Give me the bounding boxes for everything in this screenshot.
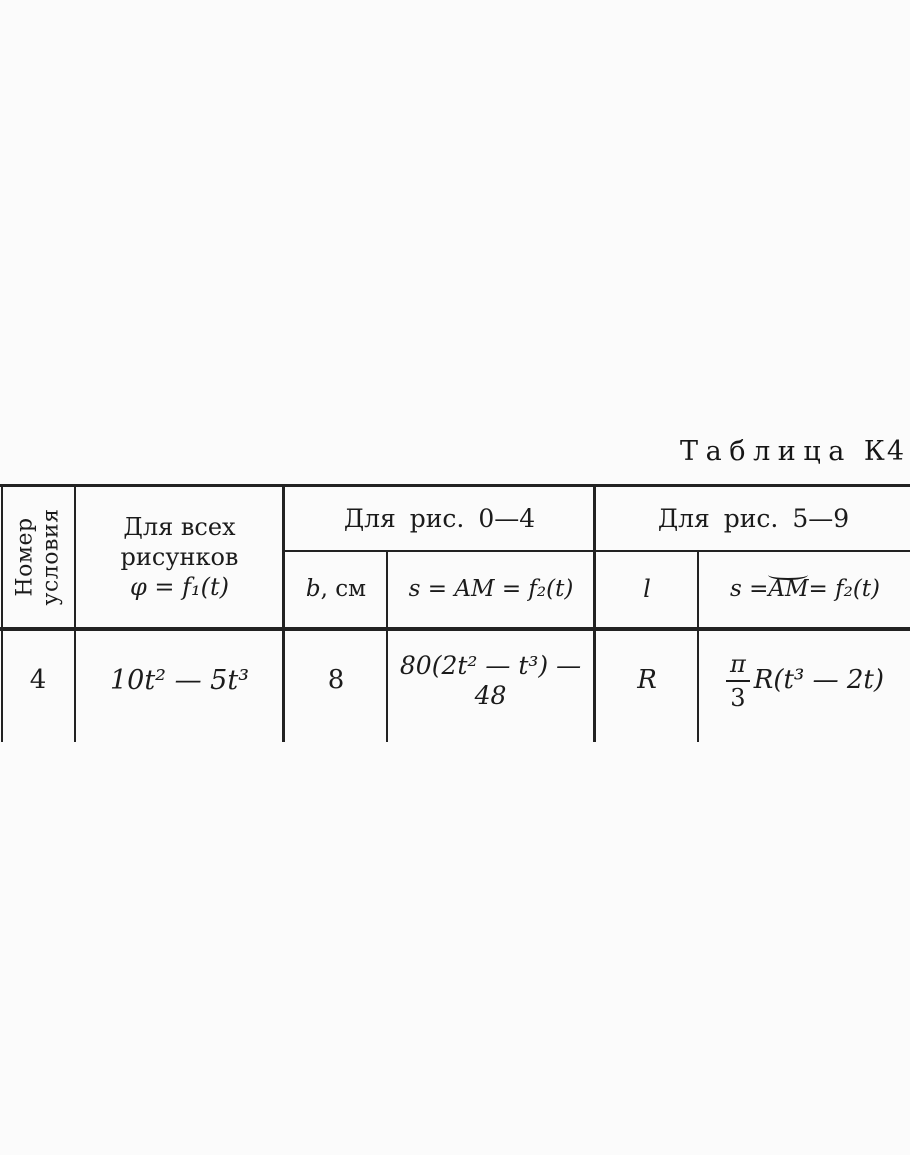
row-s2-formula: π 3 R(t³ — 2t) xyxy=(700,631,910,731)
divider-group1-group2 xyxy=(593,484,596,742)
caption-word: Таблица xyxy=(680,436,852,467)
row-b-value: 8 xyxy=(327,665,345,696)
header-all-figures-text: Для всех рисунков φ = f₁(t) xyxy=(120,513,239,601)
table-top-border xyxy=(0,484,910,487)
group-header-fig-5-9: Для рис. 5—9 xyxy=(657,503,850,533)
divider-l-s2 xyxy=(697,550,699,742)
header-body-divider xyxy=(0,627,910,631)
divider-col2-group1 xyxy=(282,484,285,742)
row-l-value: R xyxy=(637,665,657,696)
row-phi-formula: 10t² — 5t³ xyxy=(109,664,250,696)
subheader-b-cm: b, см xyxy=(305,575,367,602)
row-s1-formula: 80(2t² — t³) — 48 xyxy=(399,651,582,710)
subheader-s-am-f2t: s = AM = f₂(t) xyxy=(408,575,574,602)
arc-over-am: AM xyxy=(768,575,809,602)
table-left-border xyxy=(1,484,3,742)
header-all-figures: Для всех рисунков φ = f₁(t) xyxy=(77,487,282,627)
header-condition-number: Номер условия xyxy=(2,487,74,627)
caption-code: К4 xyxy=(863,436,906,467)
divider-b-s1 xyxy=(386,550,388,742)
fraction-pi-over-3: π 3 xyxy=(725,652,750,710)
divider-col1-col2 xyxy=(74,484,76,742)
formula-phi-f1t: φ = f₁(t) xyxy=(129,573,230,601)
subheader-s-arc-am-f2t: s = AM = f₂(t) xyxy=(729,575,881,602)
row-condition-number: 4 xyxy=(29,665,47,696)
group-header-fig-0-4: Для рис. 0—4 xyxy=(343,503,536,533)
table-caption: Таблица К4 xyxy=(680,436,906,467)
subheader-l: l xyxy=(643,575,651,604)
subheader-divider xyxy=(283,550,910,552)
header-condition-number-text: Номер условия xyxy=(12,508,64,606)
